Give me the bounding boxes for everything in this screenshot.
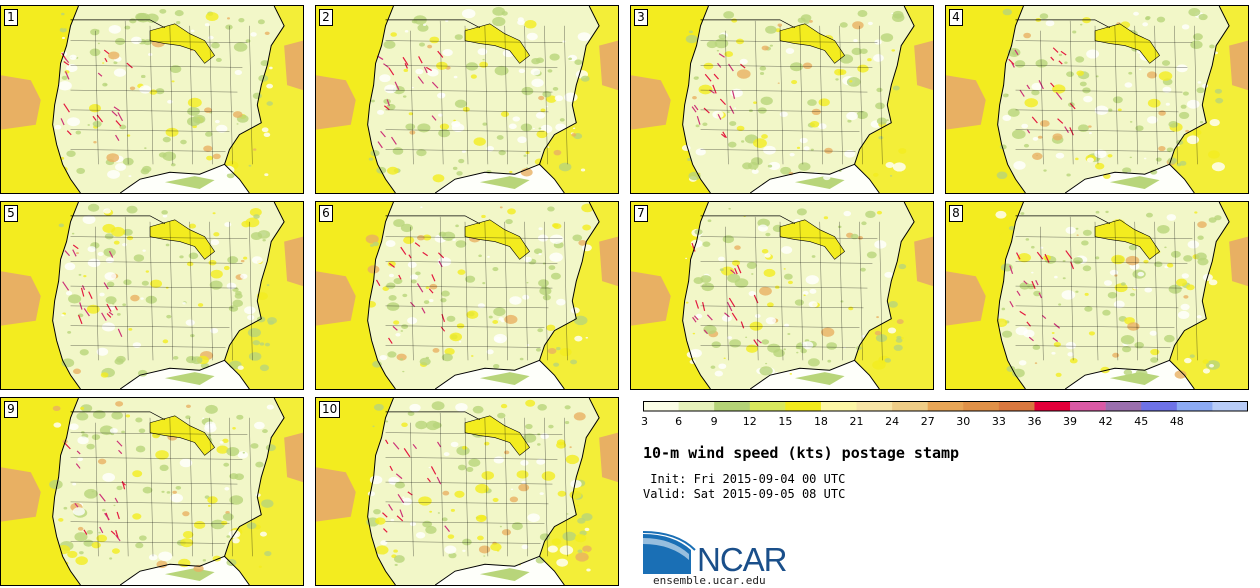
member-number-2: 2 [319, 9, 333, 26]
member-number-5: 5 [4, 205, 18, 222]
wind-map-5 [1, 202, 303, 389]
colorbar-tick-label: 33 [991, 415, 1006, 428]
member-panel-7: 7 [630, 201, 934, 390]
member-number-6: 6 [319, 205, 333, 222]
member-panel-8: 8 [945, 201, 1249, 390]
wind-map-3 [631, 6, 933, 193]
wind-map-10 [316, 398, 618, 585]
colorbar-segment [998, 401, 1035, 411]
colorbar-segment [1070, 401, 1106, 411]
valid-time: Valid: Sat 2015-09-05 08 UTC [643, 487, 846, 501]
wind-map-8 [946, 202, 1248, 389]
colorbar-segment [1105, 401, 1142, 411]
colorbar-segment [892, 401, 929, 411]
colorbar-segment [1141, 401, 1178, 411]
member-number-3: 3 [634, 9, 648, 26]
member-panel-5: 5 [0, 201, 304, 390]
member-panel-10: 10 [315, 397, 619, 586]
member-number-10: 10 [319, 401, 341, 418]
colorbar-tick-label: 24 [885, 415, 900, 428]
colorbar-tick-label: 3 [641, 415, 648, 428]
colorbar-tick-label: 36 [1027, 415, 1042, 428]
wind-map-4 [946, 6, 1248, 193]
colorbar-segment [714, 401, 751, 411]
wind-map-9 [1, 398, 303, 585]
member-panel-2: 2 [315, 5, 619, 194]
colorbar-tick-label: 21 [849, 415, 864, 428]
colorbar-segment [749, 401, 786, 411]
colorbar-segment [1176, 401, 1213, 411]
member-number-1: 1 [4, 9, 18, 26]
site-url: ensemble.ucar.edu [653, 574, 766, 587]
wind-map-7 [631, 202, 933, 389]
colorbar-segment [1034, 401, 1071, 411]
member-panel-1: 1 [0, 5, 304, 194]
plot-title: 10-m wind speed (kts) postage stamp [643, 444, 960, 462]
member-number-9: 9 [4, 401, 18, 418]
member-number-4: 4 [949, 9, 963, 26]
colorbar-tick-label: 9 [710, 415, 718, 428]
colorbar-tick-label: 15 [778, 415, 793, 428]
colorbar-segment [927, 401, 964, 411]
colorbar-tick-label: 18 [813, 415, 828, 428]
member-panel-3: 3 [630, 5, 934, 194]
init-time: Init: Fri 2015-09-04 00 UTC [643, 472, 846, 486]
colorbar-segment [678, 401, 715, 411]
member-panel-4: 4 [945, 5, 1249, 194]
colorbar-segment [820, 401, 857, 411]
ncar-logo-text: NCAR [697, 541, 787, 574]
member-number-8: 8 [949, 205, 963, 222]
member-panel-9: 9 [0, 397, 304, 586]
wind-map-6 [316, 202, 618, 389]
colorbar-tick-label: 6 [675, 415, 683, 428]
colorbar-tick-label: 12 [742, 415, 757, 428]
wind-map-1 [1, 6, 303, 193]
colorbar-segment [963, 401, 1000, 411]
colorbar-segment [785, 401, 822, 411]
colorbar-tick-label: 27 [920, 415, 935, 428]
wind-speed-colorbar [643, 401, 1248, 412]
member-panel-6: 6 [315, 201, 619, 390]
member-number-7: 7 [634, 205, 648, 222]
colorbar-segment [856, 401, 893, 411]
wind-map-2 [316, 6, 618, 193]
colorbar-tick-label: 48 [1169, 415, 1184, 428]
colorbar-segment [1212, 401, 1248, 411]
colorbar-tick-label: 42 [1098, 415, 1113, 428]
colorbar-tick-label: 30 [956, 415, 971, 428]
ncar-logo: NCAR [643, 531, 788, 574]
colorbar-segment [643, 401, 679, 411]
colorbar-tick-label: 45 [1134, 415, 1149, 428]
colorbar-tick-label: 39 [1063, 415, 1078, 428]
